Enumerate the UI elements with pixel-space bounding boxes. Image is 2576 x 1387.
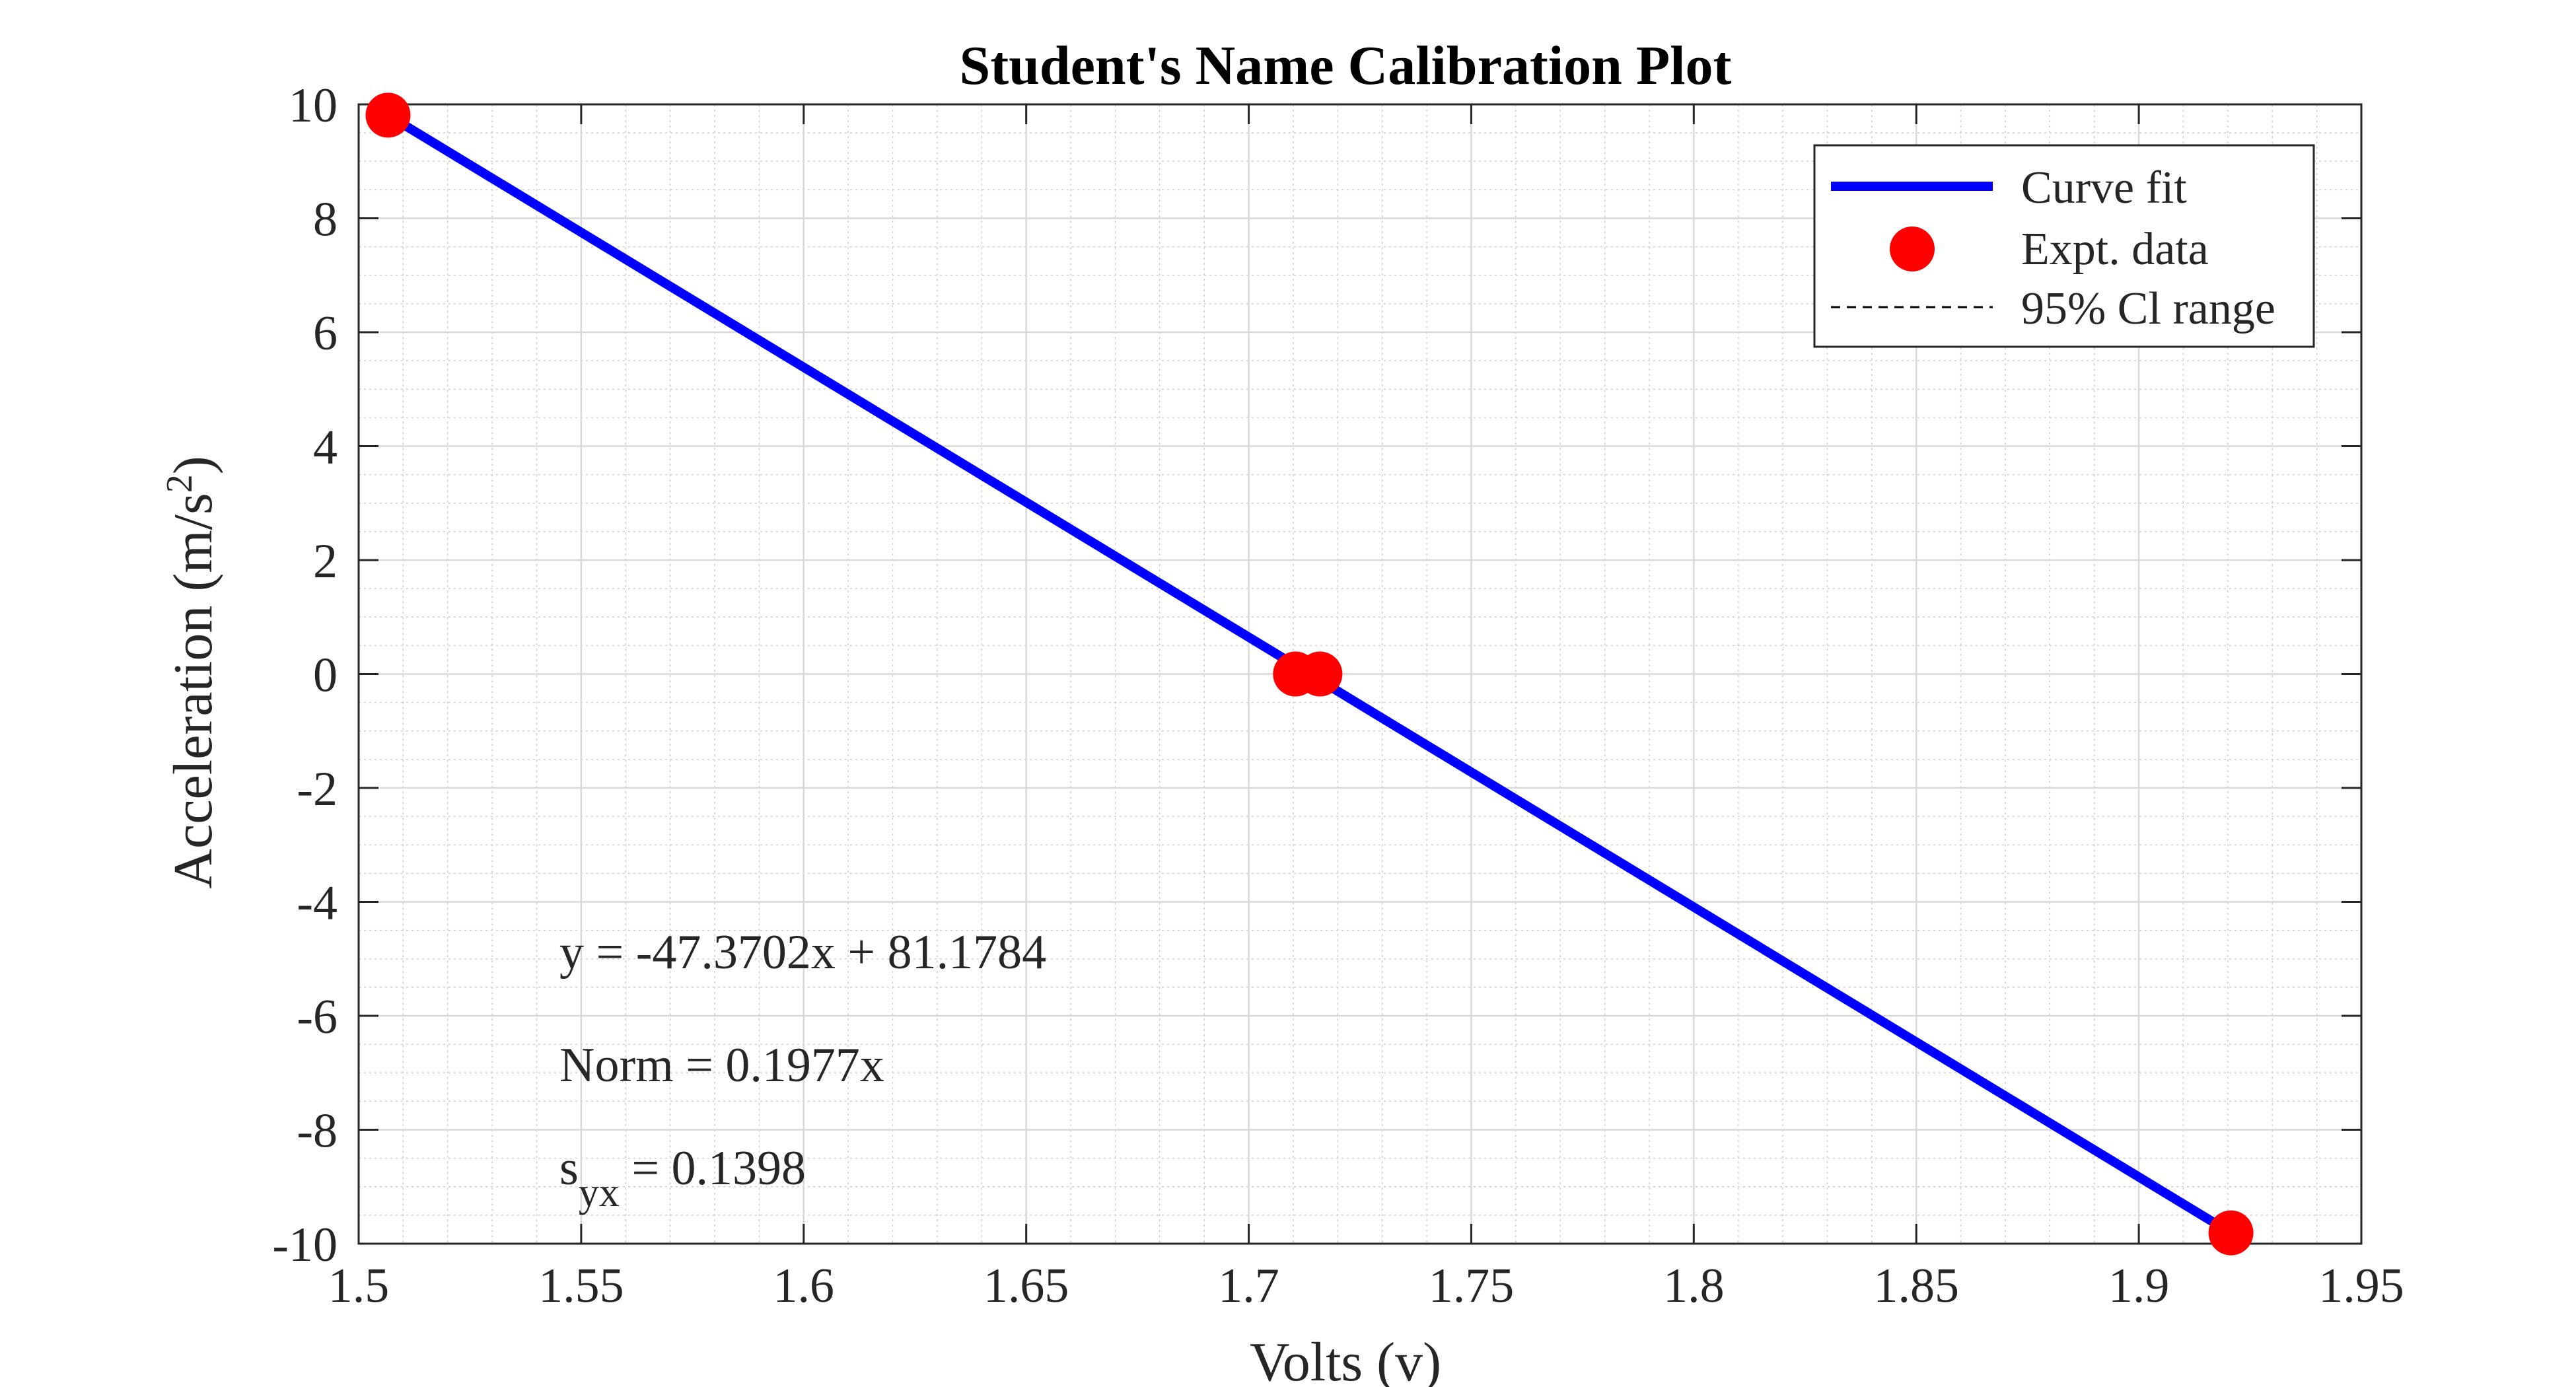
y-tick-label: -4 [297,876,338,931]
x-tick-label: 1.85 [1873,1259,1959,1313]
x-tick-label: 1.8 [1663,1259,1725,1313]
x-tick-label: 1.65 [984,1259,1069,1313]
expt-data-point [365,92,411,138]
fit-norm: Norm = 0.1977x [559,1038,884,1092]
legend-marker-expt-data [1890,227,1935,271]
y-tick-label: -2 [297,762,338,816]
legend-label-expt-data: Expt. data [2021,224,2209,275]
fit-equation: y = -47.3702x + 81.1784 [559,925,1046,979]
y-axis-label-superscript: 2 [159,474,200,493]
y-tick-label: 0 [313,649,338,703]
legend: Curve fit Expt. data 95% Cl range [1813,144,2315,348]
fit-syx-base: s [559,1141,579,1195]
series-layer [365,92,2254,1256]
expt-data-point [2208,1210,2254,1256]
x-tick-label: 1.7 [1218,1259,1279,1313]
fit-syx-value: = 0.1398 [620,1141,806,1195]
x-tick-label: 1.75 [1429,1259,1515,1313]
y-tick-label: 8 [313,193,338,247]
legend-label-curve-fit: Curve fit [2021,162,2187,213]
y-tick-labels: -10 -8 -6 -4 -2 0 2 4 6 8 10 [272,79,338,1272]
x-tick-label: 1.95 [2318,1259,2404,1313]
expt-data-point [1297,651,1343,697]
y-tick-label: 4 [313,421,338,475]
fit-annotations: y = -47.3702x + 81.1784 Norm = 0.1977x s… [559,925,1046,1215]
y-tick-label: 6 [313,306,338,361]
x-tick-label: 1.6 [773,1259,835,1313]
fit-syx: syx = 0.1398 [559,1141,806,1215]
y-axis-label: Acceleration (m/s2) [159,456,224,888]
y-tick-label: 10 [289,79,338,133]
x-tick-label: 1.9 [2108,1259,2170,1313]
y-axis-label-main: Acceleration (m/s [162,493,224,888]
x-tick-label: 1.5 [328,1259,390,1313]
x-tick-labels: 1.5 1.55 1.6 1.65 1.7 1.75 1.8 1.85 1.9 1.95 [328,1259,2404,1313]
tick-marks [357,103,2363,1245]
y-tick-label: -6 [297,990,338,1044]
fit-syx-subscript: yx [579,1170,620,1215]
legend-label-ci-range: 95% Cl range [2021,283,2275,334]
y-tick-label: -8 [297,1104,338,1158]
x-tick-label: 1.55 [538,1259,624,1313]
y-axis-label-close: ) [162,456,224,474]
y-tick-label: -10 [272,1218,338,1272]
chart-title: Student's Name Calibration Plot [959,35,1731,96]
y-tick-label: 2 [313,534,338,588]
x-axis-label: Volts (v) [1250,1332,1441,1387]
